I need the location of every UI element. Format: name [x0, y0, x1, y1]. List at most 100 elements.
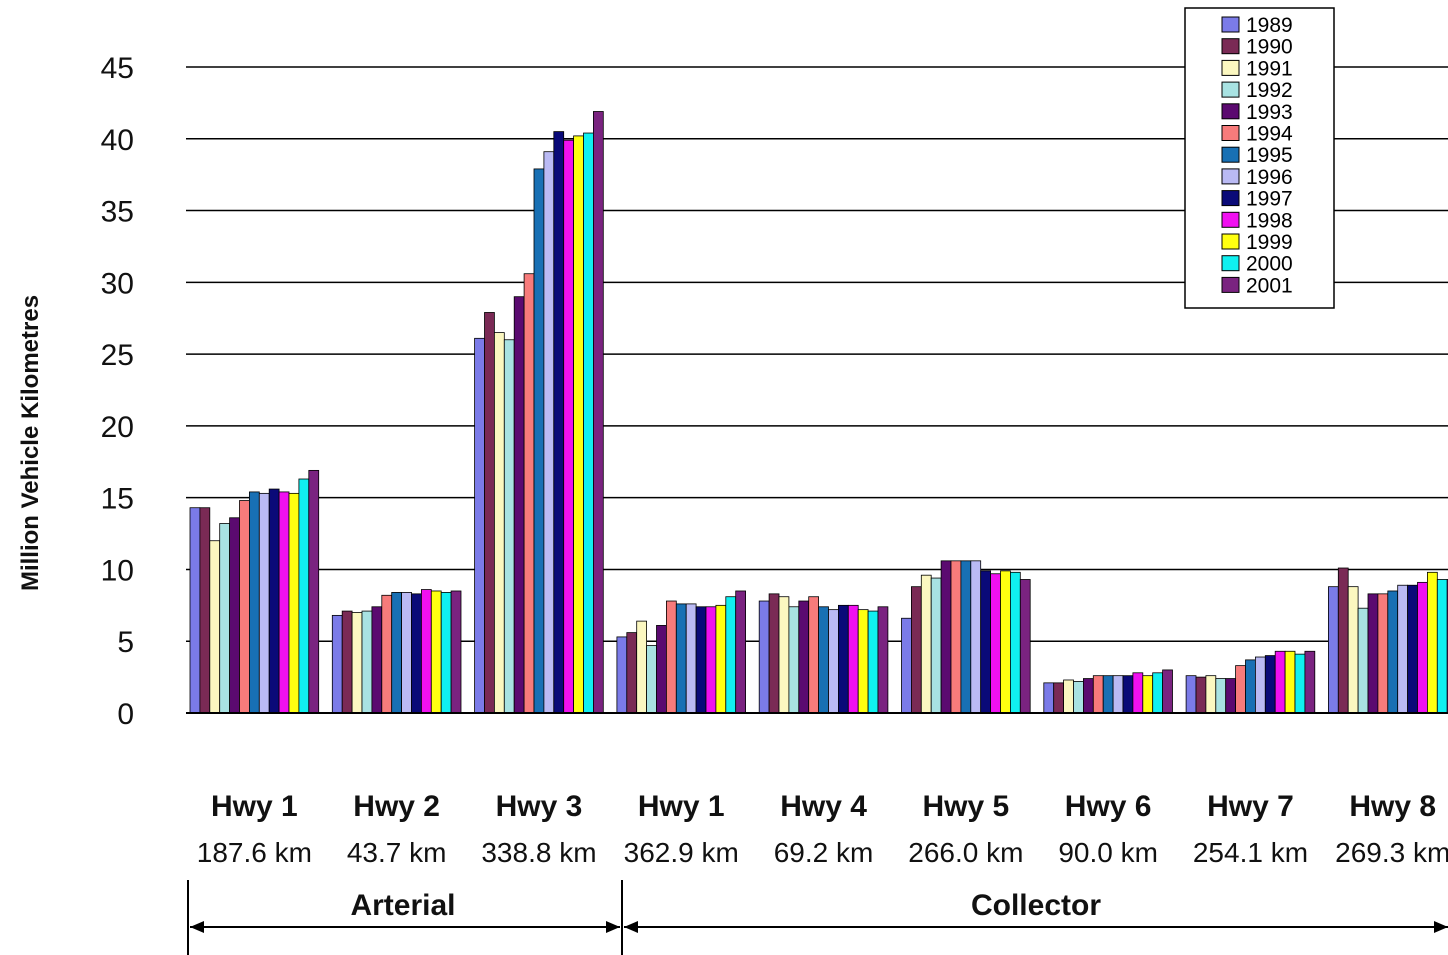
bar — [838, 604, 849, 714]
category-label: Hwy 4 — [780, 790, 867, 823]
legend-swatch — [1221, 146, 1240, 163]
bar — [361, 610, 373, 714]
bar — [758, 600, 770, 714]
bar — [930, 577, 942, 714]
legend-label: 2000 — [1246, 253, 1293, 276]
bar — [593, 111, 604, 714]
bar — [450, 590, 462, 714]
bar — [950, 560, 962, 714]
bar — [401, 592, 412, 714]
category-label: Hwy 2 — [353, 790, 440, 823]
bar — [1162, 669, 1173, 714]
bar — [940, 560, 952, 714]
bar — [1102, 675, 1114, 714]
category-labels: Hwy 1 187.6 km Hwy 2 43.7 km Hwy 3 338.8 km Hw… — [197, 790, 1448, 868]
legend-swatch — [1221, 16, 1240, 33]
legend: 1989199019911992199319941995199619971998… — [1184, 7, 1335, 309]
bar — [563, 139, 575, 714]
y-tick-label: 0 — [117, 698, 134, 731]
bar — [381, 594, 393, 714]
bar — [656, 625, 667, 714]
bar — [523, 273, 535, 714]
category-label: Hwy 1 — [638, 790, 725, 823]
bar — [199, 507, 211, 714]
bar — [616, 636, 628, 714]
arrow-head — [624, 921, 638, 933]
bar — [768, 593, 780, 714]
bar — [1274, 650, 1286, 714]
bar — [268, 488, 280, 714]
bar — [1053, 682, 1064, 714]
bar-layer — [189, 111, 1448, 714]
legend-label: 1995 — [1246, 144, 1293, 167]
bar — [411, 593, 422, 714]
bar — [1083, 678, 1094, 714]
legend-label: 1990 — [1246, 36, 1293, 59]
bar — [675, 603, 687, 714]
bar — [1000, 570, 1011, 714]
bar — [1357, 607, 1369, 714]
legend-box — [1184, 7, 1335, 309]
legend-label: 1989 — [1246, 14, 1293, 37]
bar — [847, 604, 859, 714]
legend-label: 1997 — [1246, 188, 1293, 211]
bar — [258, 492, 270, 714]
bar — [288, 492, 300, 714]
bar — [685, 603, 697, 714]
bar — [1284, 650, 1296, 714]
bar — [533, 168, 545, 714]
bar — [1019, 579, 1031, 714]
legend-swatch — [1221, 81, 1240, 98]
bar — [474, 337, 485, 714]
bar — [351, 612, 363, 714]
bar — [1347, 586, 1359, 714]
group-label-collector: Collector — [971, 889, 1101, 922]
bar — [543, 151, 555, 714]
bar — [209, 540, 221, 714]
bar — [990, 573, 1001, 714]
bar — [371, 606, 383, 714]
category-length-label: 254.1 km — [1193, 837, 1308, 868]
bar — [298, 478, 310, 714]
bar — [1185, 675, 1197, 714]
bar — [735, 590, 747, 714]
bar — [1215, 678, 1227, 714]
bar — [219, 523, 230, 714]
bar — [725, 596, 737, 714]
bar — [778, 596, 790, 714]
bar — [857, 609, 869, 714]
y-tick-label: 25 — [101, 339, 134, 372]
y-tick-label: 30 — [101, 267, 134, 300]
y-tick-label: 5 — [117, 626, 134, 659]
bar — [1225, 678, 1236, 714]
category-length-label: 43.7 km — [347, 837, 447, 868]
bar — [666, 600, 677, 714]
bar — [1397, 584, 1408, 714]
bar — [877, 606, 889, 714]
category-length-label: 187.6 km — [197, 837, 312, 868]
arrow-head — [190, 921, 204, 933]
y-tick-label: 10 — [101, 554, 134, 587]
bar — [1337, 567, 1349, 714]
bar — [1010, 571, 1021, 714]
bar — [1063, 679, 1074, 714]
legend-swatch — [1221, 103, 1240, 120]
bar — [1417, 581, 1428, 714]
bar — [1112, 675, 1124, 714]
bar — [1367, 593, 1379, 714]
bar — [1387, 590, 1399, 714]
bar — [1195, 676, 1207, 714]
bar — [920, 574, 932, 714]
legend-swatch — [1221, 190, 1240, 207]
legend-swatch — [1221, 276, 1240, 293]
bar — [1122, 675, 1134, 714]
bar — [1407, 584, 1418, 714]
legend-swatch — [1221, 38, 1240, 55]
bar — [493, 332, 505, 714]
y-tick-label: 20 — [101, 411, 134, 444]
category-length-label: 90.0 km — [1058, 837, 1158, 868]
bar — [970, 560, 982, 714]
bar — [1436, 579, 1448, 714]
bar — [1328, 586, 1339, 714]
bar — [229, 517, 240, 714]
